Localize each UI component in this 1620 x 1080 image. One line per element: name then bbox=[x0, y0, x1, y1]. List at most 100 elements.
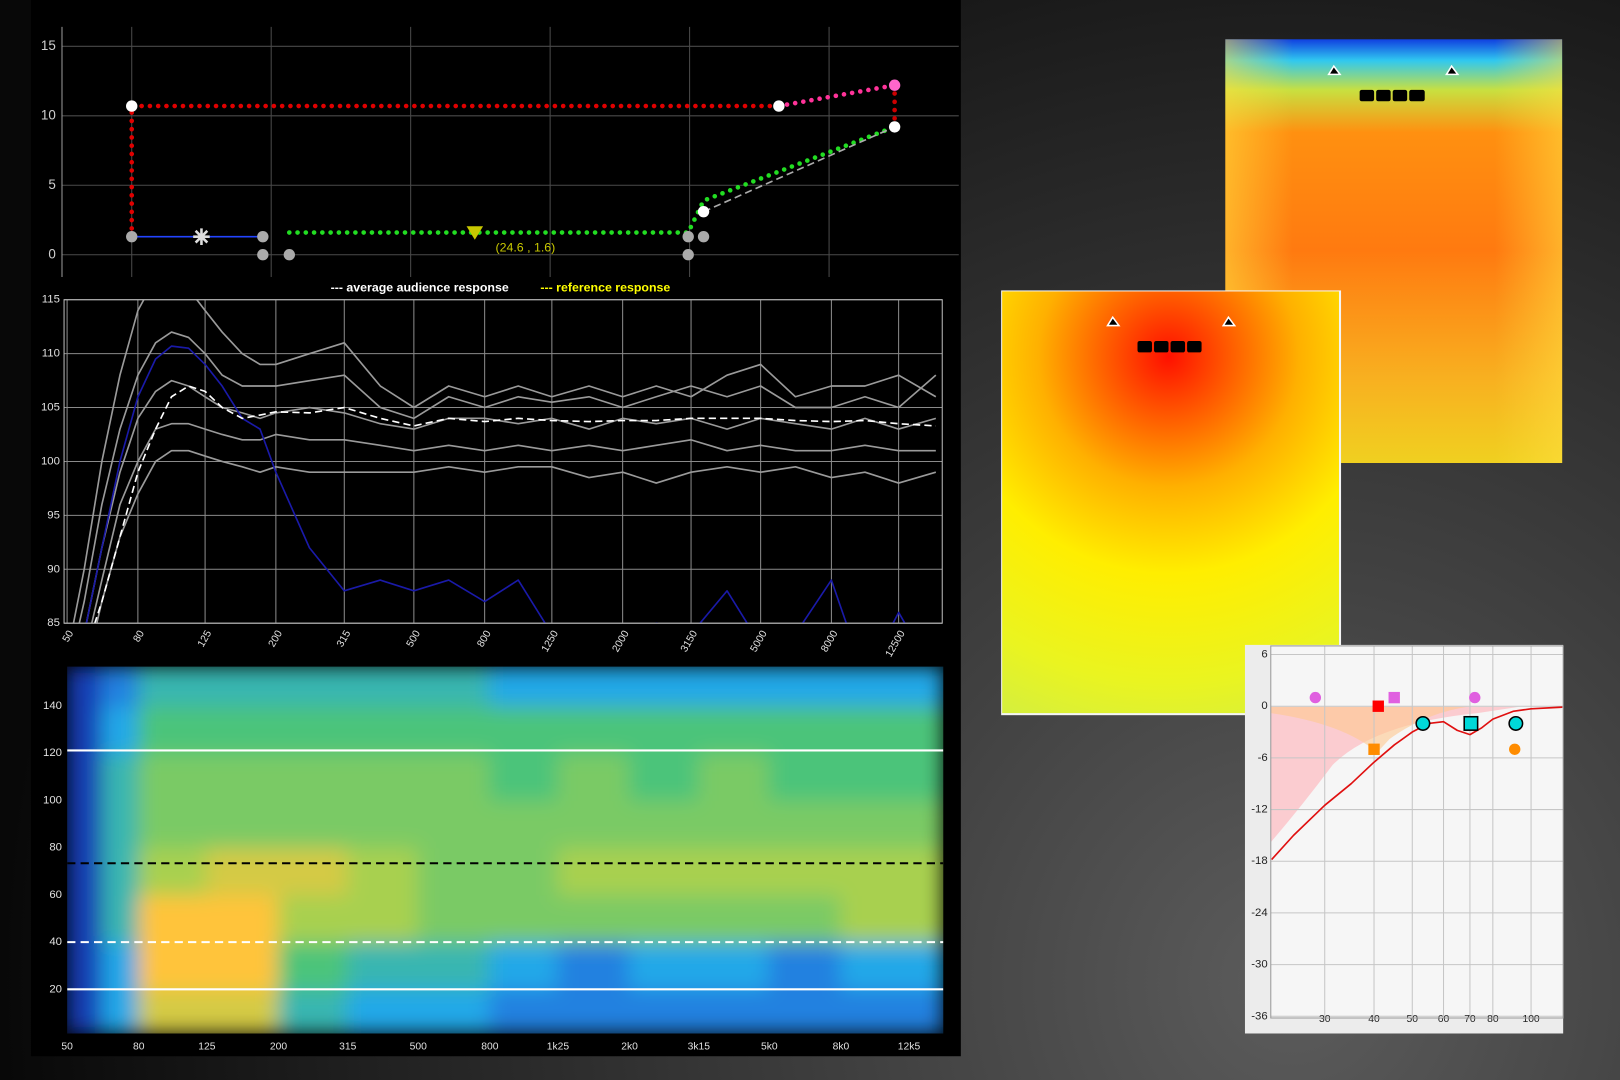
heatmap-cell bbox=[138, 894, 208, 943]
heatmap-cell bbox=[698, 941, 770, 990]
heatmap-cell bbox=[67, 847, 103, 896]
heatmap-cell bbox=[768, 894, 842, 943]
heatmap-cell bbox=[347, 799, 419, 849]
heatmap-cell bbox=[67, 894, 103, 943]
heatmap-cell bbox=[417, 752, 491, 801]
heatmap-cell bbox=[557, 941, 631, 990]
y-tick-label: 140 bbox=[43, 700, 62, 712]
plot-area bbox=[67, 666, 944, 1034]
marker bbox=[126, 100, 138, 112]
plot-area bbox=[72, 299, 937, 624]
plot-frame bbox=[1270, 645, 1564, 1019]
heatmap-cell bbox=[417, 705, 491, 754]
marker bbox=[697, 230, 710, 243]
data-line bbox=[78, 331, 937, 624]
y-tick-label: 90 bbox=[47, 563, 60, 575]
marker bbox=[682, 230, 694, 243]
sub-array bbox=[1137, 341, 1202, 353]
y-tick-label: 6 bbox=[1261, 649, 1267, 661]
heatmap-cell bbox=[138, 988, 208, 1034]
marker bbox=[1309, 691, 1322, 704]
heatmap-cell bbox=[629, 752, 700, 801]
sub-array bbox=[1359, 89, 1425, 102]
heatmap-cell bbox=[698, 847, 770, 896]
data-line bbox=[85, 345, 906, 624]
y-tick-label: -12 bbox=[1251, 804, 1267, 816]
heatmap-cell bbox=[138, 705, 208, 754]
marker bbox=[1463, 715, 1479, 731]
y-tick-label: -30 bbox=[1251, 959, 1267, 971]
heatmap-cell bbox=[768, 666, 842, 707]
heatmap-cell bbox=[417, 894, 491, 943]
y-tick-label: 100 bbox=[41, 455, 60, 467]
y-tick-label: 120 bbox=[43, 747, 62, 759]
heatmap-cell bbox=[698, 705, 770, 754]
y-tick-label: 60 bbox=[49, 889, 62, 901]
data-line bbox=[776, 82, 897, 109]
heatmap-cell bbox=[489, 799, 559, 849]
heatmap-cell bbox=[206, 941, 280, 990]
heatmap-cell bbox=[840, 705, 944, 754]
heatmap-cell bbox=[138, 752, 208, 801]
heatmap-cell bbox=[840, 847, 944, 896]
heatmap-cell bbox=[768, 799, 842, 849]
marker bbox=[773, 100, 785, 112]
heatmap-cell bbox=[278, 941, 349, 990]
chart-panel: 0 5 10 15 (24.6 , 1.6) bbox=[41, 26, 959, 277]
marker bbox=[1388, 691, 1400, 704]
chart-panel: 20 40 60 80 100 120 140 50 80 125 200 315 500 800 1k25… bbox=[43, 666, 944, 1053]
heatmap-cell bbox=[417, 988, 491, 1034]
heatmap-cell bbox=[206, 988, 280, 1034]
heatmap-cell bbox=[347, 847, 419, 896]
heatmap-cell bbox=[347, 941, 419, 990]
x-tick-label: 500 bbox=[410, 1042, 427, 1053]
heatmap-cell bbox=[557, 666, 631, 707]
marker bbox=[888, 79, 901, 91]
marker bbox=[1509, 743, 1521, 755]
data-line bbox=[286, 124, 897, 235]
data-line bbox=[93, 385, 936, 624]
marker bbox=[283, 249, 296, 261]
x-tick-label: 50 bbox=[61, 1042, 73, 1053]
heatmap-cell bbox=[67, 666, 103, 707]
heatmap-cell bbox=[768, 941, 842, 990]
spl-map-front bbox=[1001, 290, 1342, 716]
marker bbox=[1469, 691, 1481, 704]
y-tick-label: 0 bbox=[48, 246, 55, 261]
heatmap-cell bbox=[557, 799, 631, 849]
marker bbox=[888, 121, 901, 133]
heatmap-cell bbox=[840, 752, 944, 801]
heatmap-cell bbox=[840, 988, 944, 1034]
heatmap-cell bbox=[67, 752, 103, 801]
heatmap-cell bbox=[768, 847, 842, 896]
map-field bbox=[1002, 291, 1339, 714]
heatmap-cell bbox=[347, 988, 419, 1034]
heatmap-cell bbox=[489, 705, 559, 754]
y-tick-label: 85 bbox=[47, 617, 60, 629]
x-tick-label: 30 bbox=[1319, 1014, 1331, 1025]
heatmap-cell bbox=[101, 894, 140, 943]
y-tick-label: 0 bbox=[1261, 700, 1267, 712]
heatmap-cell bbox=[101, 752, 140, 801]
heatmap-cell bbox=[768, 752, 842, 801]
heatmap-cell bbox=[840, 894, 944, 943]
heatmap-cell bbox=[629, 988, 700, 1034]
y-tick-label: 95 bbox=[47, 509, 60, 521]
y-tick-label: -24 bbox=[1251, 907, 1267, 919]
heatmap-cell bbox=[629, 666, 700, 707]
y-tick-label: -6 bbox=[1258, 752, 1268, 764]
heatmap-cell bbox=[101, 799, 140, 849]
heatmap-cell bbox=[417, 847, 491, 896]
filter-area bbox=[1270, 706, 1519, 843]
heatmap-cell bbox=[347, 666, 419, 707]
marker bbox=[1508, 715, 1524, 731]
heatmap-cell bbox=[698, 894, 770, 943]
heatmap-cell bbox=[206, 894, 280, 943]
heatmap-cell bbox=[489, 988, 559, 1034]
x-tick-label: 80 bbox=[132, 629, 147, 645]
heatmap-cell bbox=[489, 752, 559, 801]
heatmap-cell bbox=[278, 988, 349, 1034]
heatmap-cell bbox=[278, 666, 349, 707]
heatmap-cell bbox=[67, 705, 103, 754]
